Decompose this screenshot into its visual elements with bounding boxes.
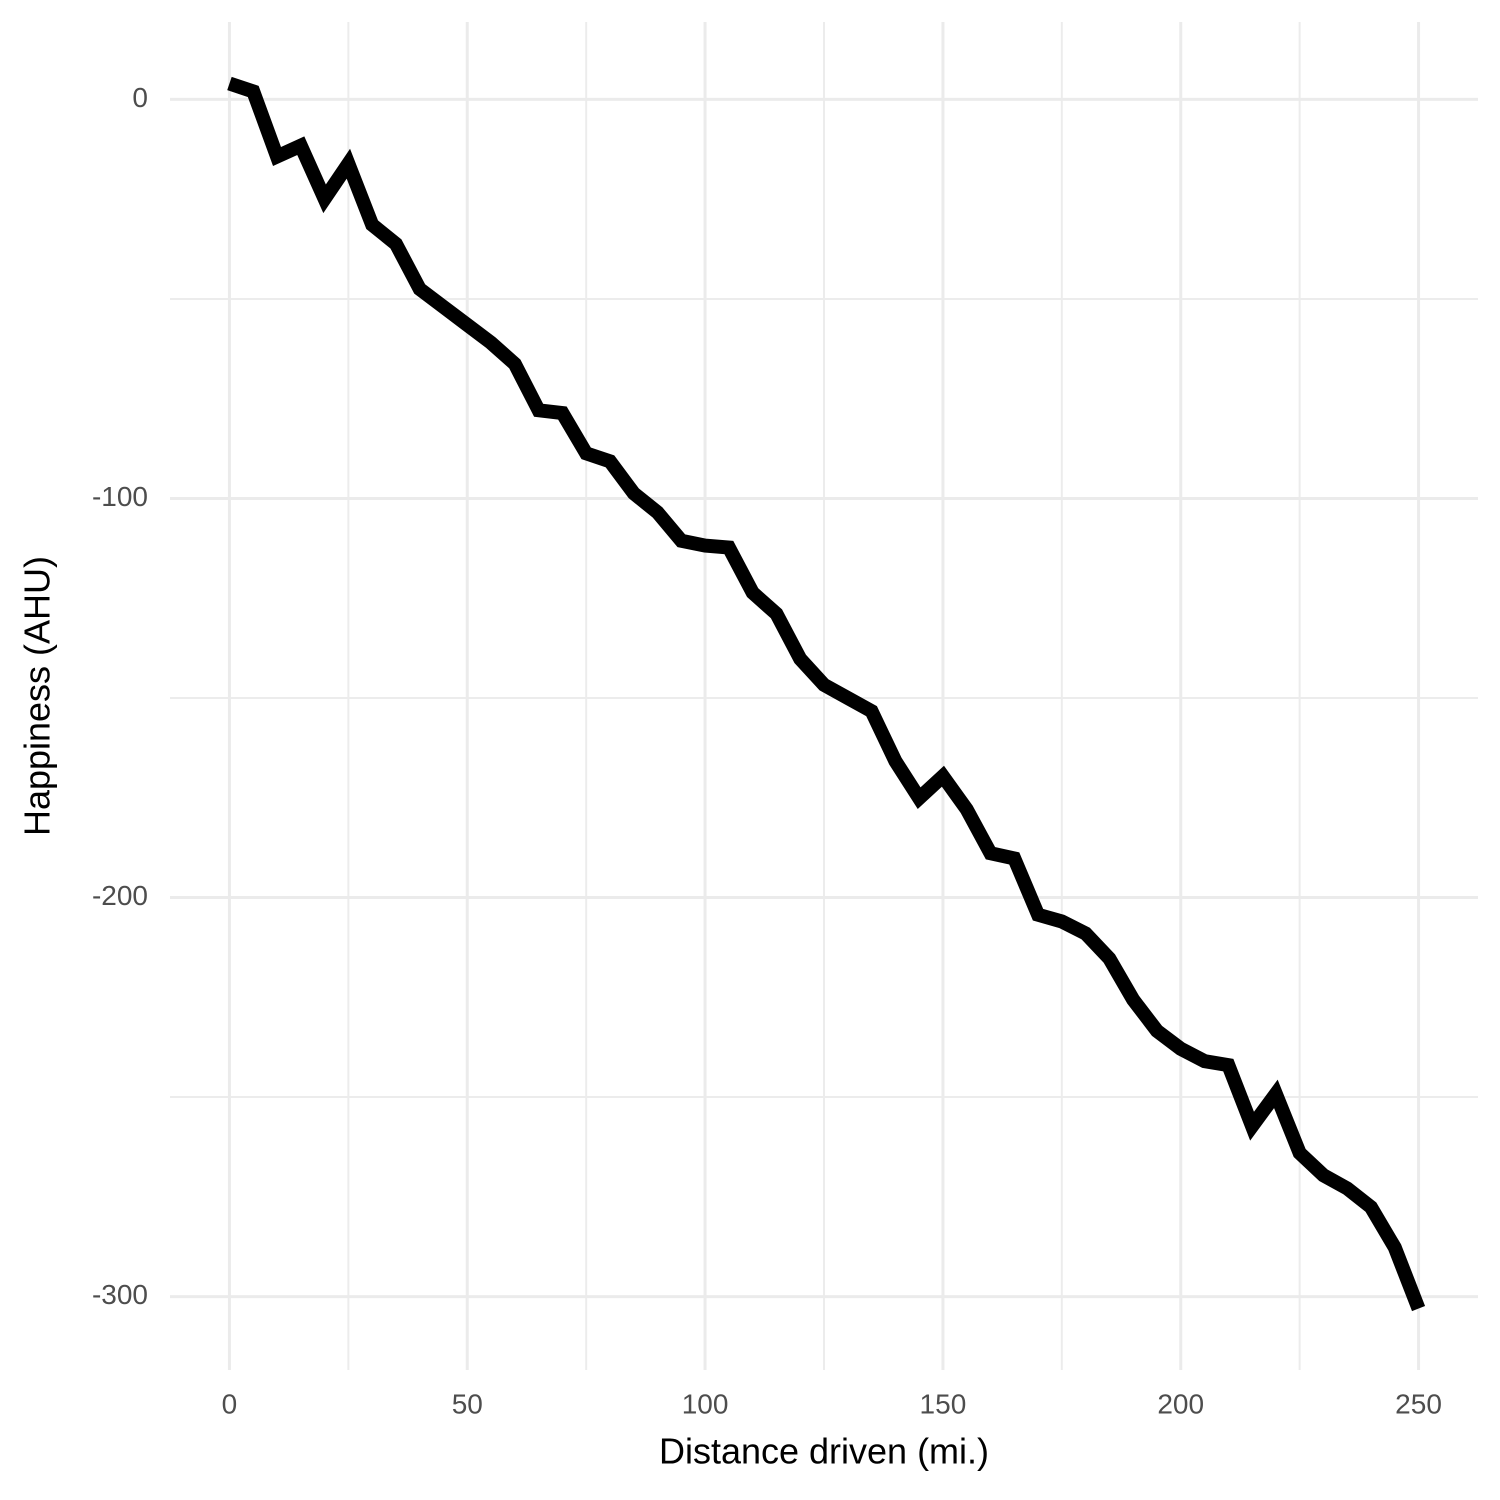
data-line — [227, 76, 1426, 1312]
y-tick-label: -200 — [92, 880, 148, 911]
x-tick-label: 0 — [222, 1388, 238, 1419]
x-tick-label: 250 — [1395, 1388, 1442, 1419]
x-tick-label: 100 — [682, 1388, 729, 1419]
x-tick-label: 200 — [1157, 1388, 1204, 1419]
x-tick-label: 150 — [920, 1388, 967, 1419]
x-axis-title: Distance driven (mi.) — [659, 1431, 989, 1472]
y-tick-label: 0 — [132, 82, 148, 113]
y-axis-title: Happiness (AHU) — [17, 556, 58, 836]
y-tick-label: -300 — [92, 1279, 148, 1310]
y-tick-label: -100 — [92, 481, 148, 512]
x-tick-label: 50 — [452, 1388, 483, 1419]
